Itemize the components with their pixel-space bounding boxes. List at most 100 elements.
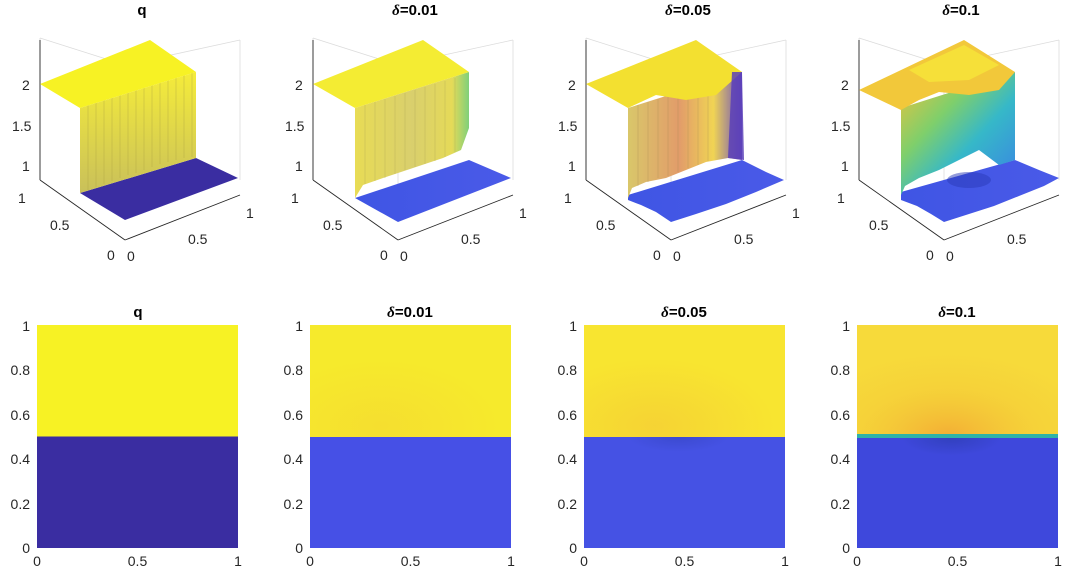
surface-wall xyxy=(80,72,196,193)
delta-value: =0.01 xyxy=(395,304,433,321)
surface-floor xyxy=(80,158,238,220)
x-tick: 0.5 xyxy=(1007,231,1027,247)
y-tick: 1 xyxy=(564,190,572,206)
x-tick: 1 xyxy=(519,205,527,221)
surface-wall xyxy=(901,72,1015,195)
y-tick: 0.4 xyxy=(831,451,851,467)
x-tick: 0 xyxy=(580,553,588,569)
heatmap-warm-overlay xyxy=(857,325,1058,437)
surface-plateau xyxy=(586,40,742,108)
surface-dip xyxy=(947,172,991,188)
y-tick: 0 xyxy=(295,540,303,556)
y-tick: 1 xyxy=(569,318,577,334)
y-tick: 1 xyxy=(291,190,299,206)
panel-title: q xyxy=(133,304,142,321)
y-tick: 0.4 xyxy=(558,451,578,467)
delta-value: =0.1 xyxy=(946,304,976,321)
z-tick: 2 xyxy=(841,77,849,93)
heatmap-dark-overlay xyxy=(584,437,785,497)
surface-panel-3: δ=0.05 2 1.5 1 1 0.5 0 0 0.5 1 xyxy=(558,2,800,264)
surface-plateau xyxy=(313,40,469,108)
x-tick: 0 xyxy=(853,553,861,569)
y-tick: 0.5 xyxy=(869,217,889,233)
heatmap-panel-3: δ=0.05 1 0.8 0.6 0.4 0.2 0 0 0.5 1 xyxy=(558,304,790,569)
panel-title: δ=0.01 xyxy=(387,304,433,321)
y-tick: 1 xyxy=(18,190,26,206)
x-tick: 0.5 xyxy=(675,553,695,569)
x-tick: 0.5 xyxy=(734,231,754,247)
panel-title: δ=0.01 xyxy=(392,2,438,19)
y-tick: 0.8 xyxy=(11,362,31,378)
z-tick: 2 xyxy=(295,77,303,93)
delta-value: =0.01 xyxy=(400,2,438,19)
x-tick: 1 xyxy=(792,205,800,221)
panel-title: δ=0.1 xyxy=(942,2,979,19)
x-tick: 1 xyxy=(1054,553,1062,569)
x-tick: 1 xyxy=(234,553,242,569)
y-tick: 0.2 xyxy=(831,496,851,512)
surface-plateau xyxy=(40,40,196,108)
heatmap-panel-4: δ=0.1 1 0.8 0.6 0.4 0.2 0 0 0.5 1 xyxy=(831,304,1063,569)
heatmap-panel-1: q 1 0.8 0.6 0.4 0.2 0 0 0.5 1 xyxy=(11,304,243,569)
surface-panel-4: δ=0.1 2 1.5 1 1 0.5 0 0 0.5 xyxy=(831,2,1060,264)
heatmap-dark-overlay xyxy=(857,438,1058,508)
z-tick: 1 xyxy=(295,158,303,174)
y-tick: 0.5 xyxy=(323,217,343,233)
y-tick: 0 xyxy=(22,540,30,556)
y-tick: 1 xyxy=(842,318,850,334)
surface-floor xyxy=(355,160,511,222)
panel-title: q xyxy=(137,2,146,19)
panel-title: δ=0.05 xyxy=(665,2,711,19)
y-tick: 0.2 xyxy=(284,496,304,512)
y-tick: 0.8 xyxy=(284,362,304,378)
surface-wall xyxy=(355,72,469,198)
x-tick: 0.5 xyxy=(401,553,421,569)
z-tick: 1.5 xyxy=(12,118,32,134)
y-tick: 0 xyxy=(653,247,661,263)
delta-value: =0.05 xyxy=(673,2,711,19)
surface-floor xyxy=(628,160,784,222)
wall-ridges xyxy=(637,84,709,186)
heatmap-interface xyxy=(857,434,1058,438)
z-tick: 1.5 xyxy=(558,118,578,134)
z-tick: 1.5 xyxy=(831,118,851,134)
wall-ridges xyxy=(87,73,193,190)
y-tick: 1 xyxy=(22,318,30,334)
x-tick: 0.5 xyxy=(128,553,148,569)
surface-panel-2: δ=0.01 2 1.5 1 1 0.5 0 0 0.5 1 xyxy=(285,2,527,264)
z-tick: 1 xyxy=(841,158,849,174)
x-tick: 0 xyxy=(33,553,41,569)
x-tick: 0 xyxy=(306,553,314,569)
heatmap-low-region xyxy=(310,437,511,548)
z-tick: 1.5 xyxy=(285,118,305,134)
x-tick: 0.5 xyxy=(188,231,208,247)
y-tick: 0.5 xyxy=(596,217,616,233)
delta-value: =0.1 xyxy=(950,2,980,19)
heatmap-low-region xyxy=(37,436,238,548)
heatmap-high-region xyxy=(37,325,238,437)
y-tick: 0 xyxy=(926,247,934,263)
surface-spike xyxy=(728,72,744,160)
y-tick: 0.6 xyxy=(558,407,578,423)
y-tick: 0.6 xyxy=(11,407,31,423)
z-tick: 1 xyxy=(568,158,576,174)
x-tick: 1 xyxy=(781,553,789,569)
z-tick: 2 xyxy=(22,77,30,93)
y-tick: 0 xyxy=(842,540,850,556)
panel-title: δ=0.05 xyxy=(661,304,707,321)
y-tick: 0.2 xyxy=(558,496,578,512)
surface-panel-1: q 2 1.5 1 1 0.5 0 0 0.5 xyxy=(12,2,254,264)
surface-floor xyxy=(901,160,1059,222)
y-tick: 1 xyxy=(295,318,303,334)
panel-title: δ=0.1 xyxy=(938,304,975,321)
x-tick: 0 xyxy=(400,248,408,264)
z-tick: 2 xyxy=(568,77,576,93)
wall-ridges xyxy=(364,78,456,184)
y-tick: 0.6 xyxy=(831,407,851,423)
y-tick: 0.8 xyxy=(831,362,851,378)
x-tick: 1 xyxy=(246,205,254,221)
y-tick: 0.4 xyxy=(284,451,304,467)
z-tick: 1 xyxy=(22,158,30,174)
x-tick: 0 xyxy=(127,248,135,264)
